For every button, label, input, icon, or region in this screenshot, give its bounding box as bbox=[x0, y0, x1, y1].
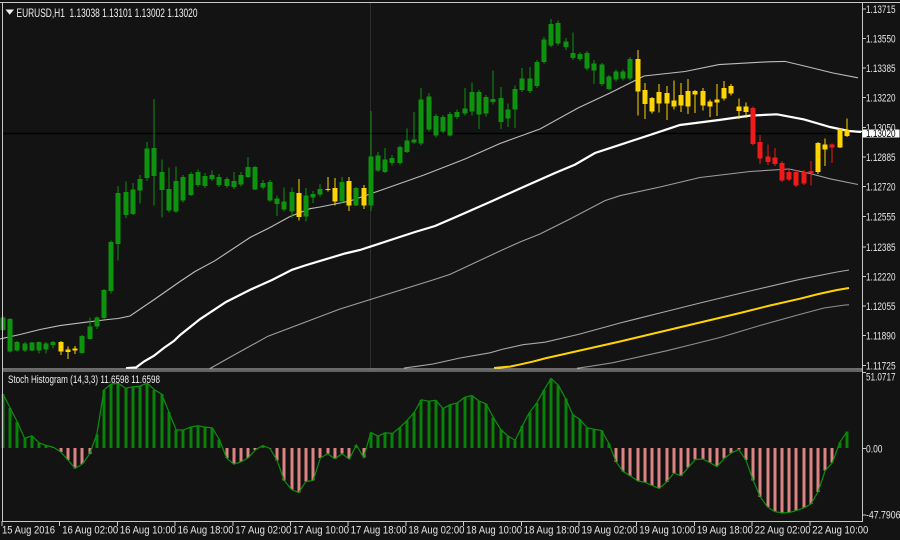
svg-text:19 Aug 18:00: 19 Aug 18:00 bbox=[697, 525, 753, 537]
svg-text:16 Aug 02:00: 16 Aug 02:00 bbox=[62, 525, 118, 537]
svg-text:Stoch Histogram (14,3,3) 11.65: Stoch Histogram (14,3,3) 11.6598 11.6598 bbox=[8, 374, 160, 386]
svg-text:16 Aug 18:00: 16 Aug 18:00 bbox=[178, 525, 234, 537]
svg-text:1.13020: 1.13020 bbox=[866, 128, 896, 140]
svg-text:19 Aug 02:00: 19 Aug 02:00 bbox=[582, 525, 638, 537]
svg-text:-47.7906: -47.7906 bbox=[866, 509, 900, 521]
svg-text:18 Aug 10:00: 18 Aug 10:00 bbox=[466, 525, 522, 537]
svg-text:1.12385: 1.12385 bbox=[866, 242, 896, 254]
svg-text:1.13550: 1.13550 bbox=[866, 33, 896, 45]
svg-text:1.12555: 1.12555 bbox=[866, 211, 896, 223]
svg-text:1.11890: 1.11890 bbox=[866, 331, 896, 343]
svg-text:16 Aug 10:00: 16 Aug 10:00 bbox=[120, 525, 176, 537]
svg-text:15 Aug 2016: 15 Aug 2016 bbox=[2, 525, 55, 537]
svg-text:1.13220: 1.13220 bbox=[866, 93, 896, 105]
svg-text:1.13715: 1.13715 bbox=[866, 4, 896, 16]
svg-text:17 Aug 18:00: 17 Aug 18:00 bbox=[351, 525, 407, 537]
svg-text:1.12055: 1.12055 bbox=[866, 301, 896, 313]
svg-text:1.11725: 1.11725 bbox=[866, 360, 896, 372]
svg-text:18 Aug 02:00: 18 Aug 02:00 bbox=[408, 525, 464, 537]
svg-text:19 Aug 10:00: 19 Aug 10:00 bbox=[639, 525, 695, 537]
svg-text:1.12220: 1.12220 bbox=[866, 271, 896, 283]
svg-text:1.12720: 1.12720 bbox=[866, 182, 896, 194]
svg-text:1.12885: 1.12885 bbox=[866, 152, 896, 164]
svg-text:22 Aug 02:00: 22 Aug 02:00 bbox=[755, 525, 811, 537]
svg-text:0.00: 0.00 bbox=[866, 443, 883, 455]
svg-text:18 Aug 18:00: 18 Aug 18:00 bbox=[524, 525, 580, 537]
svg-text:22 Aug 10:00: 22 Aug 10:00 bbox=[812, 525, 868, 537]
svg-text:EURUSD,H1 1.13038 1.13101 1.1: EURUSD,H1 1.13038 1.13101 1.13002 1.1302… bbox=[17, 6, 198, 20]
svg-text:17 Aug 10:00: 17 Aug 10:00 bbox=[293, 525, 349, 537]
svg-text:17 Aug 02:00: 17 Aug 02:00 bbox=[235, 525, 291, 537]
svg-text:51.0717: 51.0717 bbox=[866, 372, 896, 384]
svg-text:1.13385: 1.13385 bbox=[866, 63, 896, 75]
